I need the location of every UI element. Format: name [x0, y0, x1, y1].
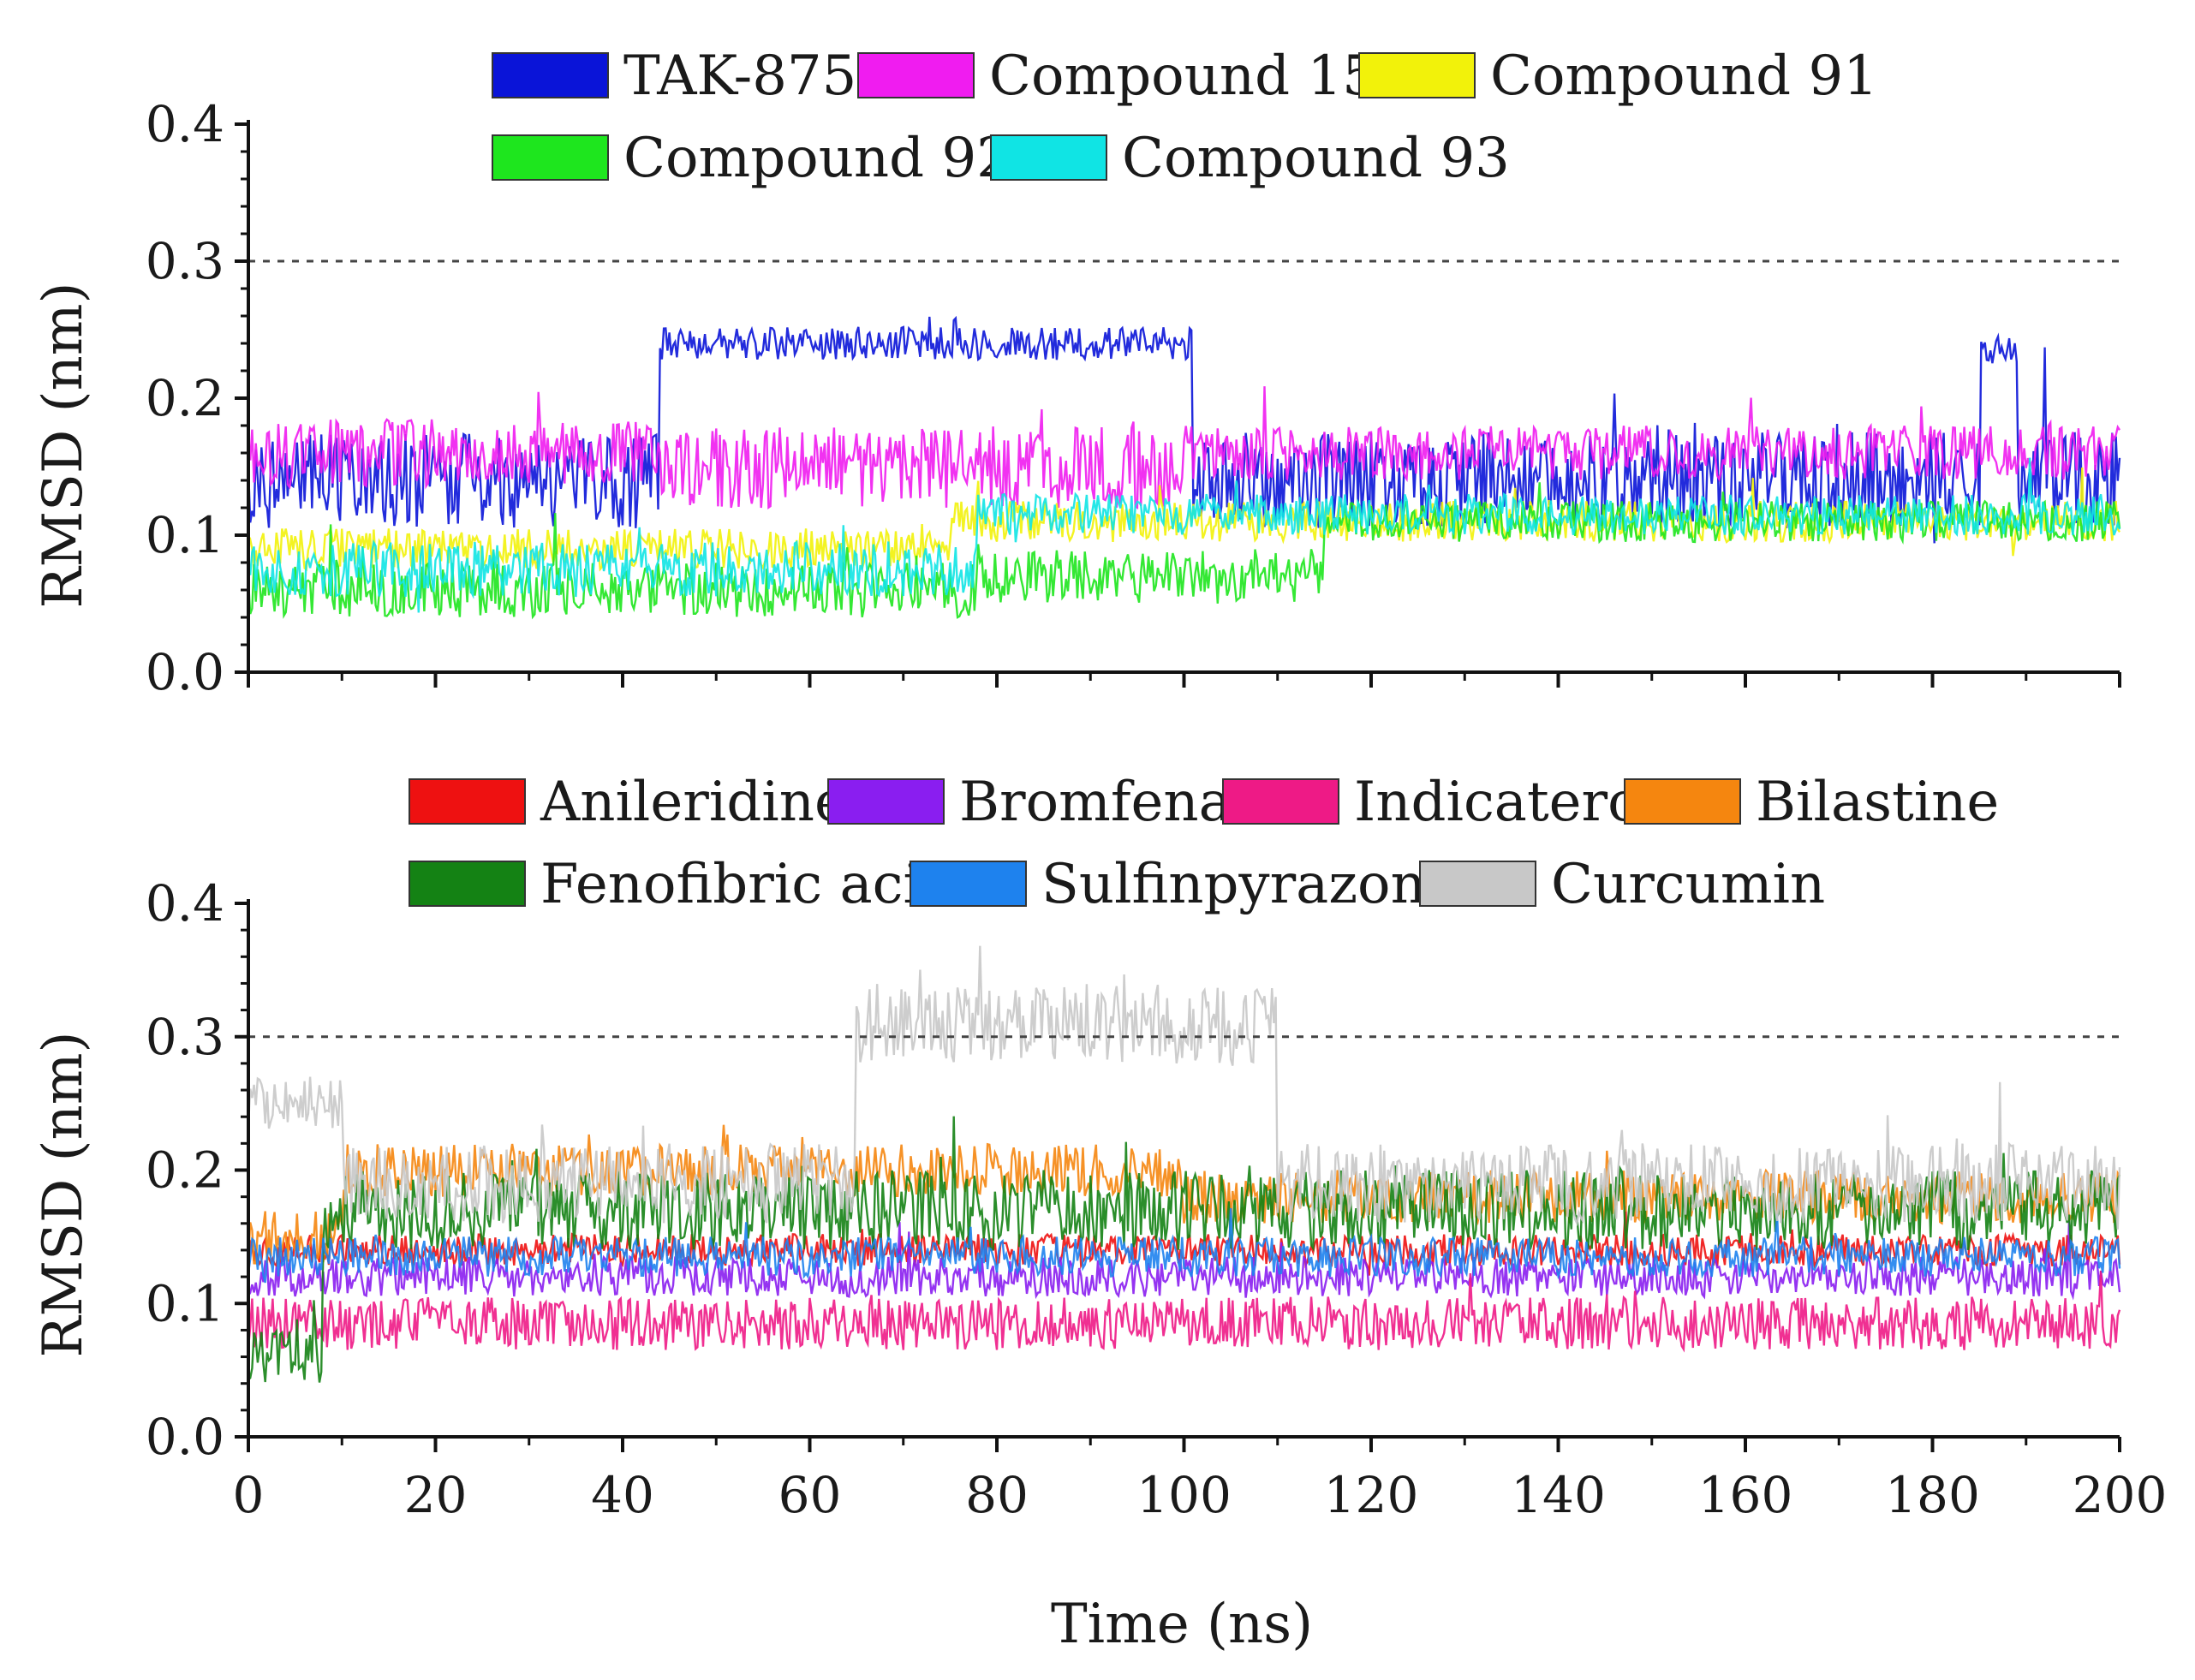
y-tick-label: 0.4 [146, 95, 224, 153]
top-legend: TAK-875 Compound 15 Compound 91 Compound 92… [492, 45, 1878, 190]
x-tick-label: 140 [1511, 1466, 1606, 1524]
series-line-compound-15 [247, 386, 2120, 510]
y-tick-label: 0.3 [146, 1008, 224, 1066]
x-tick-label: 200 [2073, 1466, 2168, 1524]
legend-swatch-fenofibric-acid [409, 861, 526, 907]
series-line-sulfinpyrazone [247, 1208, 2121, 1284]
legend-label: Compound 91 [1490, 45, 1878, 108]
y-tick-label: 0.1 [146, 506, 224, 564]
x-tick-label: 60 [778, 1466, 842, 1524]
y-tick-label: 0.4 [146, 874, 224, 932]
x-axis-title: Time (ns) [1051, 1593, 1313, 1656]
top-series-lines [247, 315, 2121, 620]
legend-swatch-compound-93 [990, 134, 1107, 181]
bottom-series-lines [247, 945, 2121, 1383]
x-tick-label: 180 [1885, 1466, 1980, 1524]
x-tick-label: 120 [1324, 1466, 1419, 1524]
legend-label: Compound 15 [989, 45, 1377, 108]
legend-swatch-compound-15 [857, 52, 975, 98]
bottom-axes: 0.0 0.1 0.2 0.3 0.4 0 20 40 60 80 100 120 140 160 180 2… [146, 874, 2168, 1524]
bottom-rmsd-panel: 0.0 0.1 0.2 0.3 0.4 0 20 40 60 80 100 120 140 160 180 2… [32, 771, 2167, 1524]
legend-label: Compound 92 [623, 127, 1011, 190]
top-axes: 0.0 0.1 0.2 0.3 0.4 [146, 95, 2121, 701]
bottom-y-axis-title: RMSD (nm) [32, 1031, 95, 1357]
legend-swatch-sulfinpyrazone [910, 861, 1027, 907]
x-tick-label: 100 [1136, 1466, 1232, 1524]
series-line-tak-875 [247, 315, 2121, 544]
legend-swatch-curcumin [1419, 861, 1536, 907]
legend-swatch-tak-875 [492, 52, 609, 98]
y-tick-label: 0.0 [146, 1408, 224, 1466]
legend-swatch-bromfenac [827, 778, 945, 825]
x-tick-label: 80 [965, 1466, 1029, 1524]
legend-label: Sulfinpyrazone [1041, 853, 1458, 916]
legend-label: Bromfenac [959, 771, 1262, 834]
legend-label: Bilastine [1756, 771, 1999, 834]
series-line-compound-93 [247, 457, 2121, 613]
series-line-fenofibric-acid [248, 1116, 2121, 1383]
legend-label: Compound 93 [1122, 127, 1510, 190]
series-line-indicaterol [247, 1270, 2121, 1353]
y-tick-label: 0.2 [146, 369, 224, 427]
series-line-curcumin [247, 945, 2121, 1230]
legend-label: Fenofibric acid [540, 853, 956, 916]
legend-swatch-compound-91 [1358, 52, 1476, 98]
bottom-legend: Anileridine Bromfenac Indicaterol Bilastine… [409, 771, 1999, 916]
legend-swatch-anileridine [409, 778, 526, 825]
x-tick-label: 0 [233, 1466, 265, 1524]
x-tick-label: 160 [1698, 1466, 1793, 1524]
legend-label: Indicaterol [1354, 771, 1658, 834]
legend-swatch-bilastine [1624, 778, 1741, 825]
x-tick-label: 40 [591, 1466, 654, 1524]
y-tick-label: 0.0 [146, 643, 224, 701]
legend-label: TAK-875 [623, 45, 856, 108]
top-rmsd-panel: 0.0 0.1 0.2 0.3 0.4 RMSD (nm) TAK-875 Compoun… [32, 45, 2121, 701]
y-tick-label: 0.1 [146, 1274, 224, 1332]
legend-swatch-compound-92 [492, 134, 609, 181]
x-tick-label: 20 [404, 1466, 468, 1524]
y-tick-label: 0.3 [146, 232, 224, 290]
top-y-axis-title: RMSD (nm) [32, 282, 95, 608]
y-tick-label: 0.2 [146, 1141, 224, 1200]
legend-label: Curcumin [1551, 853, 1825, 916]
series-line-bromfenac [247, 1218, 2121, 1301]
legend-label: Anileridine [540, 771, 847, 834]
legend-swatch-indicaterol [1222, 778, 1339, 825]
